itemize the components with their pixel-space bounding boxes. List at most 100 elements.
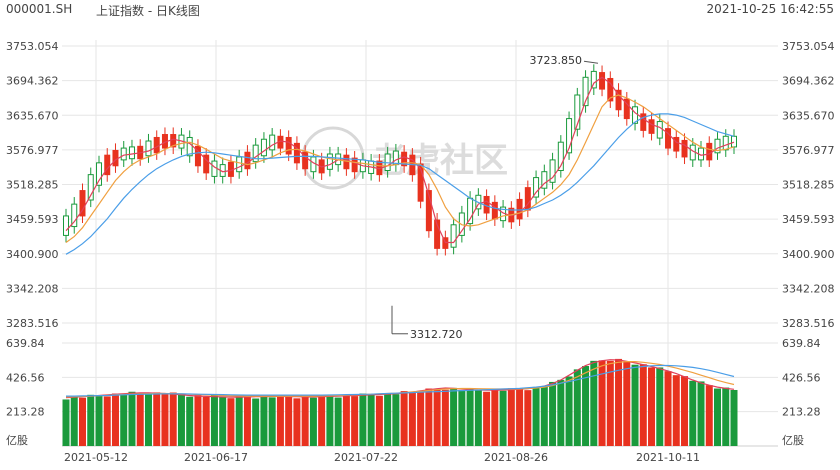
candle	[252, 138, 259, 169]
volume-bar	[656, 367, 664, 446]
volume-bar	[408, 391, 416, 446]
y-tick-label-left: 3459.593	[6, 213, 59, 226]
volume-bar	[351, 396, 359, 446]
candle-body	[79, 190, 86, 217]
candle	[706, 136, 713, 167]
candle-body	[236, 156, 243, 173]
volume-bar	[252, 398, 260, 446]
volume-bar	[722, 387, 730, 446]
volume-bar	[392, 394, 400, 446]
candle	[524, 180, 531, 218]
volume-bar	[664, 371, 672, 446]
volume-bar	[466, 388, 474, 446]
candle-body	[269, 134, 276, 151]
volume-bar	[103, 396, 111, 446]
candle	[516, 192, 523, 226]
volume-bar	[227, 398, 235, 446]
volume-bar	[219, 396, 227, 446]
candle	[401, 145, 408, 173]
candle	[549, 152, 556, 190]
volume-bar	[450, 387, 458, 446]
volume-bar	[557, 379, 565, 446]
candle-body	[731, 135, 737, 148]
candle	[632, 99, 639, 131]
candle-body	[516, 198, 523, 220]
volume-bar	[342, 394, 350, 446]
x-tick-label: 2021-07-22	[334, 451, 398, 464]
volume-bar	[161, 394, 169, 446]
vol-tick-label-left: 213.28	[6, 406, 45, 419]
volume-bar	[210, 394, 218, 446]
ma-line-ma5	[65, 76, 735, 244]
y-tick-label-left: 3753.054	[6, 40, 59, 53]
candle-body	[112, 149, 119, 167]
y-tick-label-left: 3635.670	[6, 109, 59, 122]
volume-bar	[516, 389, 524, 446]
candle	[714, 132, 721, 160]
volume-bar	[128, 391, 136, 446]
candle-body	[673, 136, 680, 152]
candle-body	[549, 159, 556, 183]
candle	[79, 183, 86, 224]
candle	[236, 149, 243, 179]
candle	[260, 132, 267, 163]
y-tick-label-right: 3635.670	[782, 109, 835, 122]
watermark-text: 老虎社区	[372, 141, 508, 181]
candle	[104, 148, 111, 182]
chart-title: 上证指数 - 日K线图	[96, 4, 200, 18]
volume-bar	[78, 397, 86, 446]
volume-bar	[549, 381, 557, 446]
candle-body	[566, 118, 573, 154]
candle-body	[590, 70, 597, 89]
volume-bar	[458, 389, 466, 446]
candle-body	[450, 224, 457, 248]
candle	[71, 197, 78, 234]
volume-bar	[483, 391, 491, 446]
volume-bar	[730, 389, 738, 446]
axes: 2021-05-12 2021-06-17 2021-07-22 2021-08-26…	[6, 40, 835, 464]
volume-bar	[417, 392, 425, 446]
x-tick-label: 2021-05-12	[64, 451, 128, 464]
candle-body	[425, 190, 432, 232]
y-tick-label-left: 3576.977	[6, 144, 59, 157]
candle-body	[128, 146, 135, 160]
candle-body	[706, 142, 713, 161]
candle-body	[607, 77, 614, 102]
candle-body	[120, 147, 127, 161]
volume-bar	[235, 395, 243, 446]
volume-bar	[186, 396, 194, 446]
candle	[491, 195, 498, 226]
volume-bar	[425, 388, 433, 446]
candle	[293, 136, 300, 170]
vol-tick-label-right: 213.28	[782, 406, 821, 419]
candle	[112, 143, 119, 173]
candle-body	[714, 138, 721, 154]
candle	[95, 155, 102, 193]
candle	[326, 146, 333, 177]
volume-bar	[441, 389, 449, 446]
candle-body	[582, 76, 589, 107]
moving-averages	[65, 76, 735, 255]
volume-bar	[334, 397, 342, 446]
candle	[574, 87, 581, 137]
candle	[681, 133, 688, 165]
candle-body	[640, 113, 647, 131]
y-tick-label-right: 3694.362	[782, 75, 835, 88]
candle	[351, 151, 358, 179]
candle-body	[599, 72, 606, 90]
volume-bar	[111, 393, 119, 446]
volume-bar	[62, 399, 70, 446]
candle	[450, 217, 457, 255]
candle	[541, 164, 548, 196]
candle-body	[351, 157, 358, 173]
volume-bar	[87, 394, 95, 446]
volume-bar	[309, 397, 317, 446]
symbol-code: 000001.SH	[6, 2, 73, 16]
volume-bar	[705, 385, 713, 446]
volume-bar	[598, 360, 606, 446]
volume-bar	[681, 376, 689, 446]
volume-bar	[631, 364, 639, 446]
y-tick-label-right: 3459.593	[782, 213, 835, 226]
x-tick-label: 2021-08-26	[484, 451, 548, 464]
